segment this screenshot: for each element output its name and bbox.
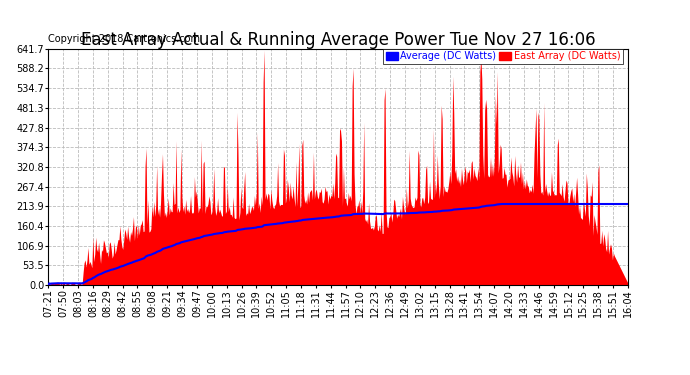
Text: Copyright 2018 Cartronics.com: Copyright 2018 Cartronics.com <box>48 34 200 44</box>
Legend: Average (DC Watts), East Array (DC Watts): Average (DC Watts), East Array (DC Watts… <box>384 49 623 64</box>
Title: East Array Actual & Running Average Power Tue Nov 27 16:06: East Array Actual & Running Average Powe… <box>81 31 595 49</box>
